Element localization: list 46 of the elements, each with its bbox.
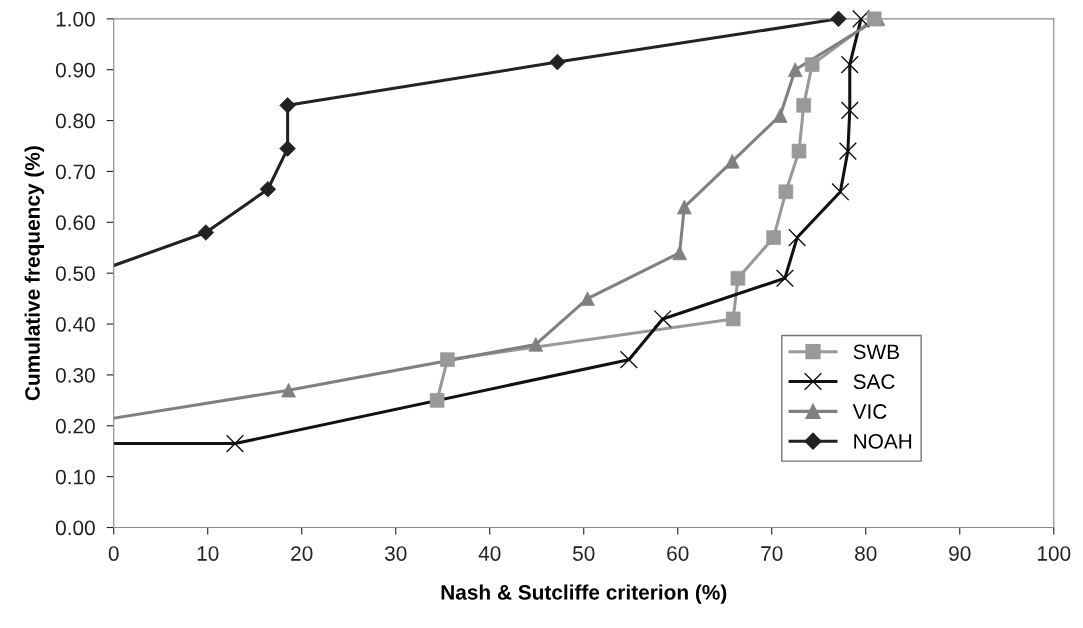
x-tick-label: 100	[1037, 546, 1071, 561]
y-tick-label: 0.00	[55, 520, 95, 536]
point	[225, 434, 245, 453]
point	[838, 142, 857, 161]
legend-label: SAC	[853, 374, 895, 390]
x-tick-label: 50	[572, 546, 595, 561]
x-tick-label: 0	[108, 546, 119, 561]
y-tick-label: 0.40	[55, 317, 95, 332]
point	[725, 311, 741, 327]
point	[840, 101, 859, 120]
point	[866, 11, 882, 27]
x-tick-label: 30	[384, 546, 407, 561]
y-tick-label: 0.60	[55, 215, 95, 231]
y-tick-label: 1.00	[56, 11, 95, 27]
x-tick-label: 60	[667, 546, 689, 561]
y-tick-label: 0.90	[55, 62, 95, 78]
y-tick-label: 0.50	[55, 266, 95, 281]
point	[619, 350, 638, 369]
point	[778, 184, 794, 200]
x-tick-label: 20	[291, 546, 313, 561]
y-tick-label: 0.70	[55, 164, 95, 180]
y-tick-label: 0.10	[55, 469, 95, 485]
point	[653, 309, 672, 328]
point	[831, 182, 850, 201]
x-tick-label: 70	[761, 546, 783, 561]
point	[549, 53, 566, 71]
y-axis-title: Cumulative frequency (%)	[24, 146, 44, 401]
point	[775, 269, 794, 288]
point	[830, 10, 847, 28]
y-tick-label: 0.80	[55, 113, 95, 129]
point	[840, 55, 859, 74]
x-tick-label: 80	[855, 546, 877, 561]
x-tick-label: 90	[949, 546, 971, 561]
x-tick-label: 10	[197, 546, 219, 561]
x-tick-label: 40	[478, 546, 501, 561]
y-tick-label: 0.30	[55, 367, 95, 383]
point	[787, 62, 803, 77]
point	[788, 228, 807, 247]
y-tick-label: 0.20	[55, 418, 95, 434]
legend-label: VIC	[852, 404, 887, 419]
point	[796, 98, 811, 113]
point	[429, 393, 445, 408]
point	[852, 9, 871, 28]
x-axis-title: Nash & Sutcliffe criterion (%)	[441, 584, 727, 604]
legend-label: SWB	[853, 344, 899, 360]
legend-label: NOAH	[854, 433, 912, 449]
